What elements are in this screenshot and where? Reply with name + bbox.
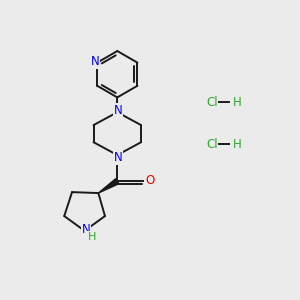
Text: N: N [113,151,122,164]
Text: H: H [232,138,242,151]
Polygon shape [98,179,119,193]
Text: N: N [91,55,99,68]
Text: N: N [113,104,122,117]
Text: Cl: Cl [206,138,218,151]
Text: O: O [146,174,154,187]
Text: N: N [82,223,91,236]
Text: H: H [88,232,96,242]
Text: H: H [232,96,242,109]
Text: Cl: Cl [206,96,218,109]
